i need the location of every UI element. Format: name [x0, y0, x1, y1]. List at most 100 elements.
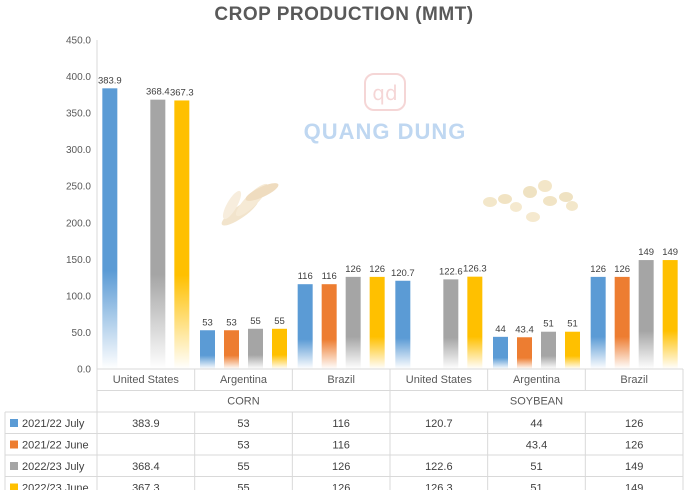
bar	[297, 284, 313, 369]
bar	[200, 330, 215, 369]
chart-title: CROP PRODUCTION (MMT)	[214, 4, 474, 25]
y-tick-label: 250.0	[66, 182, 91, 193]
table-cell: 55	[237, 483, 249, 490]
data-label: 51	[567, 319, 578, 330]
group-label: SOYBEAN	[510, 396, 563, 408]
bar	[102, 88, 118, 369]
table-cell: 367.3	[132, 483, 160, 490]
logo-text: qd	[372, 81, 397, 105]
legend-label: 2021/22 June	[22, 440, 89, 452]
data-label: 116	[322, 271, 337, 282]
table-cell: 368.4	[132, 461, 160, 473]
category-label: Argentina	[513, 374, 561, 386]
y-tick-label: 50.0	[72, 328, 92, 339]
bar	[590, 276, 606, 369]
data-label: 368.4	[146, 87, 170, 98]
table-cell: 126	[625, 418, 643, 430]
bar	[565, 331, 580, 369]
y-tick-label: 100.0	[66, 291, 91, 302]
data-label: 149	[662, 247, 678, 258]
data-label: 126	[369, 264, 385, 275]
bar	[395, 280, 411, 369]
bar	[467, 276, 483, 369]
bar	[345, 276, 361, 369]
category-label: Brazil	[620, 374, 648, 386]
data-label: 55	[274, 316, 285, 327]
bar	[614, 276, 630, 369]
data-label: 43.4	[515, 324, 534, 335]
legend-swatch	[10, 440, 18, 449]
bar	[517, 337, 532, 369]
table-cell: 120.7	[425, 418, 453, 430]
legend-swatch	[10, 462, 18, 470]
data-label: 149	[638, 247, 654, 258]
table-cell: 116	[332, 418, 350, 430]
qd-logo-icon: qd	[364, 73, 406, 111]
data-table: United States Argentina Brazil United State…	[4, 368, 684, 490]
table-cell: 43.4	[526, 440, 547, 452]
bar	[638, 260, 654, 369]
data-label: 53	[226, 317, 237, 328]
legend-label: 2022/23 June	[22, 483, 89, 490]
table-cell: 55	[237, 461, 249, 473]
table-cell: 126	[332, 461, 350, 473]
soybean-icon	[483, 180, 578, 222]
legend-label: 2021/22 July	[22, 418, 85, 430]
y-tick-label: 400.0	[66, 72, 91, 83]
group-label: CORN	[227, 396, 259, 408]
table-cell: 53	[237, 418, 249, 430]
data-label: 120.7	[391, 268, 415, 279]
data-label: 44	[495, 324, 506, 335]
data-label: 367.3	[170, 87, 194, 98]
watermark: qd QUANG DUNG	[300, 72, 470, 145]
bar	[174, 100, 190, 369]
data-label: 126	[614, 264, 630, 275]
table-cell: 149	[625, 461, 643, 473]
bar	[150, 99, 166, 370]
table-cell: 44	[530, 418, 542, 430]
bar	[272, 328, 287, 369]
bar	[493, 336, 508, 369]
table-cell: 383.9	[132, 418, 160, 430]
table-cell: 126.3	[425, 483, 453, 490]
y-tick-label: 150.0	[66, 255, 91, 266]
data-label: 55	[250, 316, 261, 327]
bar	[321, 284, 337, 369]
table-cell: 116	[332, 440, 350, 452]
legend-label: 2022/23 July	[22, 461, 85, 473]
y-tick-label: 350.0	[66, 109, 91, 120]
bar	[248, 328, 263, 369]
category-label: Brazil	[327, 374, 355, 386]
bar	[541, 331, 556, 369]
table-cell: 126	[625, 440, 643, 452]
category-label: Argentina	[220, 374, 268, 386]
grain-illustrations	[221, 180, 578, 226]
y-tick-label: 300.0	[66, 145, 91, 156]
y-tick-label: 200.0	[66, 218, 91, 229]
category-label: United States	[113, 374, 180, 386]
table-cell: 149	[625, 483, 643, 490]
data-label: 126.3	[463, 264, 487, 275]
legend-swatch	[10, 483, 18, 490]
corn-icon	[221, 183, 279, 226]
bar	[369, 276, 385, 369]
bar	[443, 279, 459, 369]
watermark-brand: QUANG DUNG	[303, 119, 467, 144]
bar	[224, 330, 239, 369]
plot-area: 0.0 50.0 100.0 150.0 200.0 250.0 300.0 350.0 400…	[66, 36, 678, 376]
table-cell: 51	[530, 483, 542, 490]
data-label: 126	[345, 264, 361, 275]
data-label: 126	[590, 264, 606, 275]
data-label: 383.9	[98, 75, 122, 86]
y-tick-label: 0.0	[77, 365, 91, 376]
y-tick-label: 450.0	[66, 36, 91, 47]
data-label: 122.6	[439, 266, 463, 277]
bar	[662, 260, 678, 369]
data-label: 116	[298, 271, 313, 282]
data-label: 51	[543, 319, 554, 330]
category-label: United States	[406, 374, 473, 386]
legend-swatch	[10, 419, 18, 427]
table-cell: 51	[530, 461, 542, 473]
table-cell: 53	[237, 440, 249, 452]
